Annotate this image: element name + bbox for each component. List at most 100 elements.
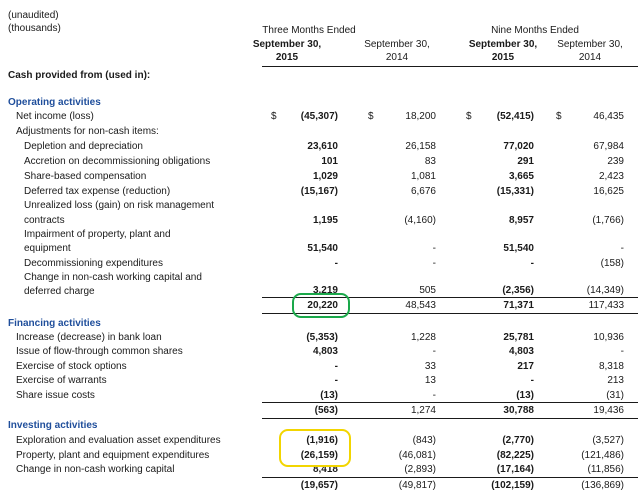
cell-value: (11,856) bbox=[587, 464, 624, 475]
cell-value: 4,803 bbox=[312, 346, 338, 357]
cell-value: - bbox=[620, 243, 624, 254]
row-label: Decommissioning expenditures bbox=[24, 258, 163, 269]
row-label: Property, plant and equipment expenditur… bbox=[16, 450, 210, 461]
row-label: Issue of flow-through common shares bbox=[16, 346, 183, 357]
cell-value: 291 bbox=[517, 156, 534, 167]
cell-value: 10,936 bbox=[593, 332, 624, 343]
cell-value: (19,657) bbox=[300, 480, 338, 491]
cell-value: - bbox=[620, 346, 624, 357]
cell-value: 2,423 bbox=[598, 171, 624, 182]
cell-value: (49,817) bbox=[398, 480, 436, 491]
dollar-sign: $ bbox=[271, 111, 277, 122]
cell-value: (136,869) bbox=[581, 480, 624, 491]
header-underline bbox=[262, 66, 638, 67]
cell-value: 51,540 bbox=[503, 243, 534, 254]
cell-value: (563) bbox=[314, 405, 338, 416]
cell-value: (15,331) bbox=[496, 186, 534, 197]
section-investing: Investing activities bbox=[8, 420, 98, 431]
cell-value: 8,318 bbox=[598, 361, 624, 372]
cell-value: (121,486) bbox=[581, 450, 624, 461]
cell-value: 33 bbox=[424, 361, 436, 372]
cell-value: (1,766) bbox=[592, 215, 624, 226]
row-label: equipment bbox=[24, 243, 71, 254]
cell-value: 77,020 bbox=[503, 141, 534, 152]
cell-value: (26,159) bbox=[300, 450, 338, 461]
cell-value: 25,781 bbox=[503, 332, 534, 343]
cell-value: 101 bbox=[321, 156, 338, 167]
cell-value: (3,527) bbox=[592, 435, 624, 446]
cell-value: (45,307) bbox=[300, 111, 338, 122]
cash-provided-label: Cash provided from (used in): bbox=[8, 70, 151, 81]
row-label: Accretion on decommissioning obligations bbox=[24, 156, 211, 167]
thousands-note: (thousands) bbox=[8, 23, 61, 34]
cell-value: - bbox=[432, 258, 436, 269]
cell-value: (52,415) bbox=[496, 111, 534, 122]
cell-value: 51,540 bbox=[307, 243, 338, 254]
cell-value: (2,770) bbox=[502, 435, 534, 446]
cell-value: - bbox=[432, 390, 436, 401]
cell-value: (102,159) bbox=[491, 480, 534, 491]
section-operating: Operating activities bbox=[8, 97, 101, 108]
section-financing: Financing activities bbox=[8, 318, 101, 329]
row-label: Impairment of property, plant and bbox=[24, 229, 171, 240]
financing-subtotal-rule bbox=[262, 402, 638, 403]
cell-value: 239 bbox=[607, 156, 624, 167]
operating-total-rule bbox=[262, 313, 638, 314]
header-col3-year: 2015 bbox=[491, 52, 515, 63]
row-label: Change in non-cash working capital bbox=[16, 464, 175, 475]
cell-value: - bbox=[432, 243, 436, 254]
row-label: Share issue costs bbox=[16, 390, 95, 401]
cell-value: 20,220 bbox=[307, 300, 338, 311]
adjustments-label: Adjustments for non-cash items: bbox=[16, 126, 159, 137]
cell-value: 48,543 bbox=[405, 300, 436, 311]
green-highlight-circle bbox=[292, 293, 350, 318]
cell-value: - bbox=[530, 258, 534, 269]
row-label: deferred charge bbox=[24, 286, 95, 297]
dollar-sign: $ bbox=[466, 111, 472, 122]
cell-value: (13) bbox=[516, 390, 534, 401]
cell-value: 23,610 bbox=[307, 141, 338, 152]
cell-value: - bbox=[334, 375, 338, 386]
cell-value: 16,625 bbox=[593, 186, 624, 197]
cell-value: 217 bbox=[517, 361, 534, 372]
row-label: Increase (decrease) in bank loan bbox=[16, 332, 162, 343]
header-col2-date: September 30, bbox=[364, 39, 430, 50]
dollar-sign: $ bbox=[368, 111, 374, 122]
cell-value: 13 bbox=[424, 375, 436, 386]
cell-value: 67,984 bbox=[593, 141, 624, 152]
cell-value: 505 bbox=[419, 285, 436, 296]
row-label: Unrealized loss (gain) on risk managemen… bbox=[24, 200, 215, 211]
cell-value: (4,160) bbox=[404, 215, 436, 226]
unaudited-note: (unaudited) bbox=[8, 10, 59, 21]
header-col2-year: 2014 bbox=[385, 52, 409, 63]
header-col4-date: September 30, bbox=[557, 39, 623, 50]
cell-value: (13) bbox=[320, 390, 338, 401]
investing-subtotal-rule bbox=[262, 477, 638, 478]
cell-value: 26,158 bbox=[405, 141, 436, 152]
row-label: Exploration and evaluation asset expendi… bbox=[16, 435, 221, 446]
cell-value: 71,371 bbox=[503, 300, 534, 311]
cell-value: 1,274 bbox=[410, 405, 436, 416]
dollar-sign: $ bbox=[556, 111, 562, 122]
cell-value: 1,081 bbox=[410, 171, 436, 182]
cell-value: - bbox=[334, 361, 338, 372]
cell-value: (2,356) bbox=[502, 285, 534, 296]
cell-value: - bbox=[334, 258, 338, 269]
cell-value: 213 bbox=[607, 375, 624, 386]
operating-subtotal-rule bbox=[262, 297, 638, 298]
cell-value: 83 bbox=[424, 156, 436, 167]
row-label: Share-based compensation bbox=[24, 171, 147, 182]
cell-value: (1,916) bbox=[306, 435, 338, 446]
header-col1-year: 2015 bbox=[275, 52, 299, 63]
cell-value: 117,433 bbox=[588, 300, 624, 311]
cell-value: 19,436 bbox=[593, 405, 624, 416]
cell-value: (31) bbox=[606, 390, 624, 401]
cell-value: (82,225) bbox=[496, 450, 534, 461]
row-label: Change in non-cash working capital and bbox=[24, 272, 202, 283]
cell-value: 46,435 bbox=[593, 111, 624, 122]
header-col4-year: 2014 bbox=[578, 52, 602, 63]
cell-value: 3,219 bbox=[312, 285, 338, 296]
cell-value: 6,676 bbox=[410, 186, 436, 197]
row-label: contracts bbox=[24, 215, 65, 226]
